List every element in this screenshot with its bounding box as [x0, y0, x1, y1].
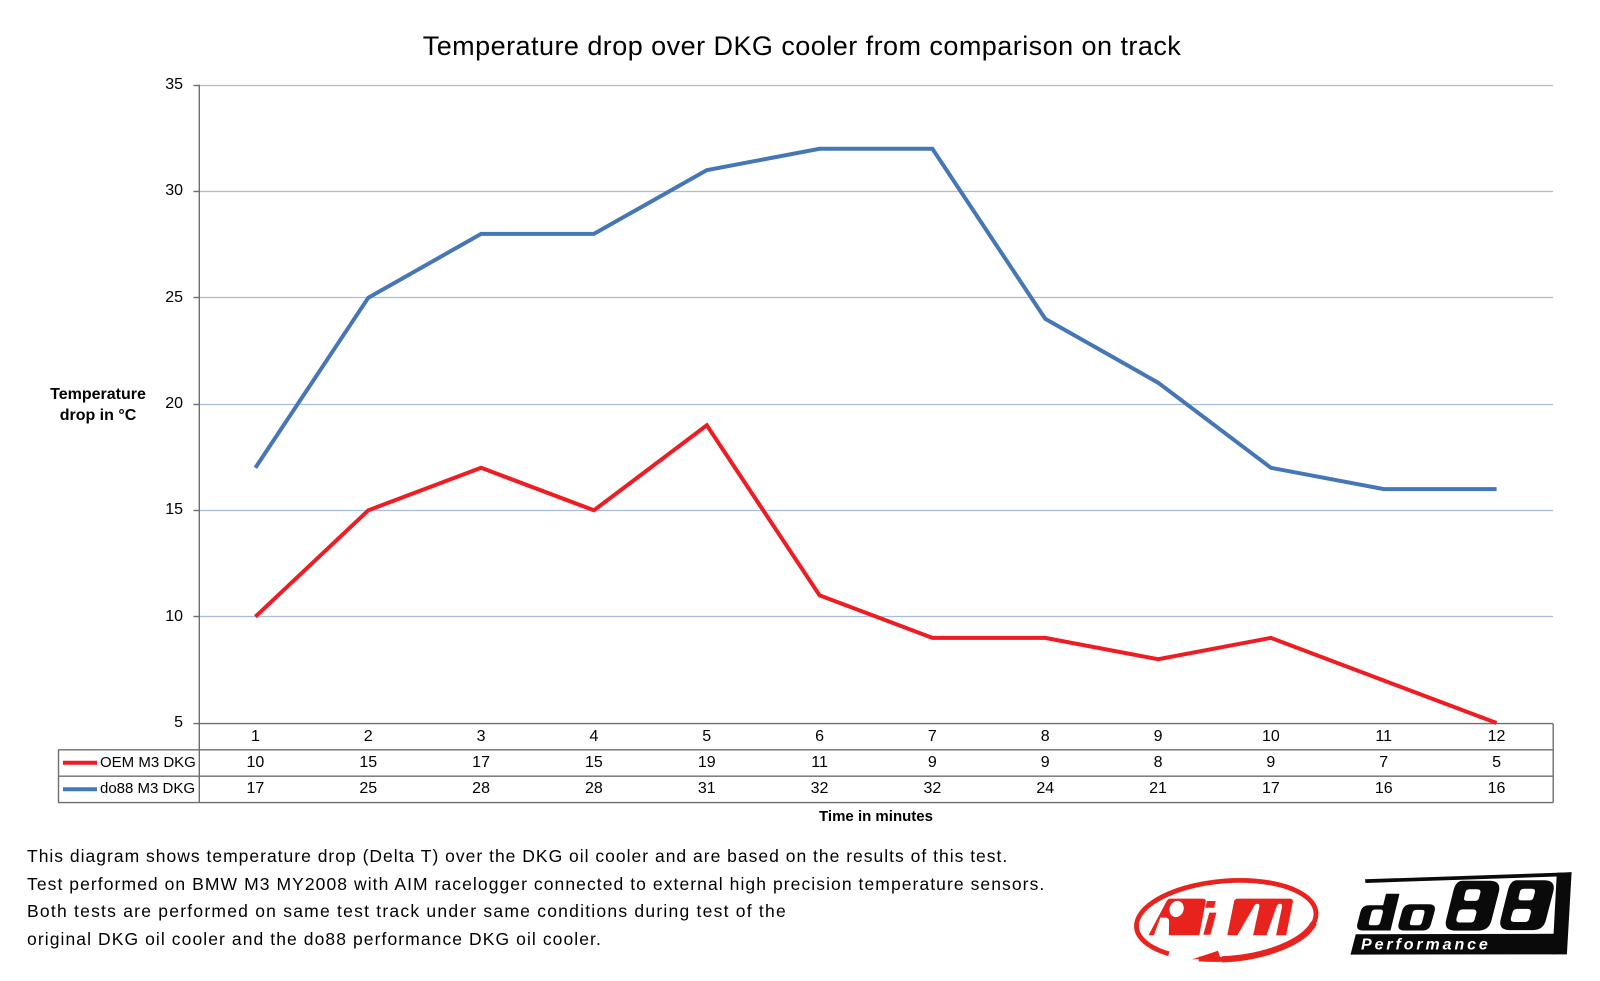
svg-text:Performance: Performance [1361, 937, 1491, 954]
